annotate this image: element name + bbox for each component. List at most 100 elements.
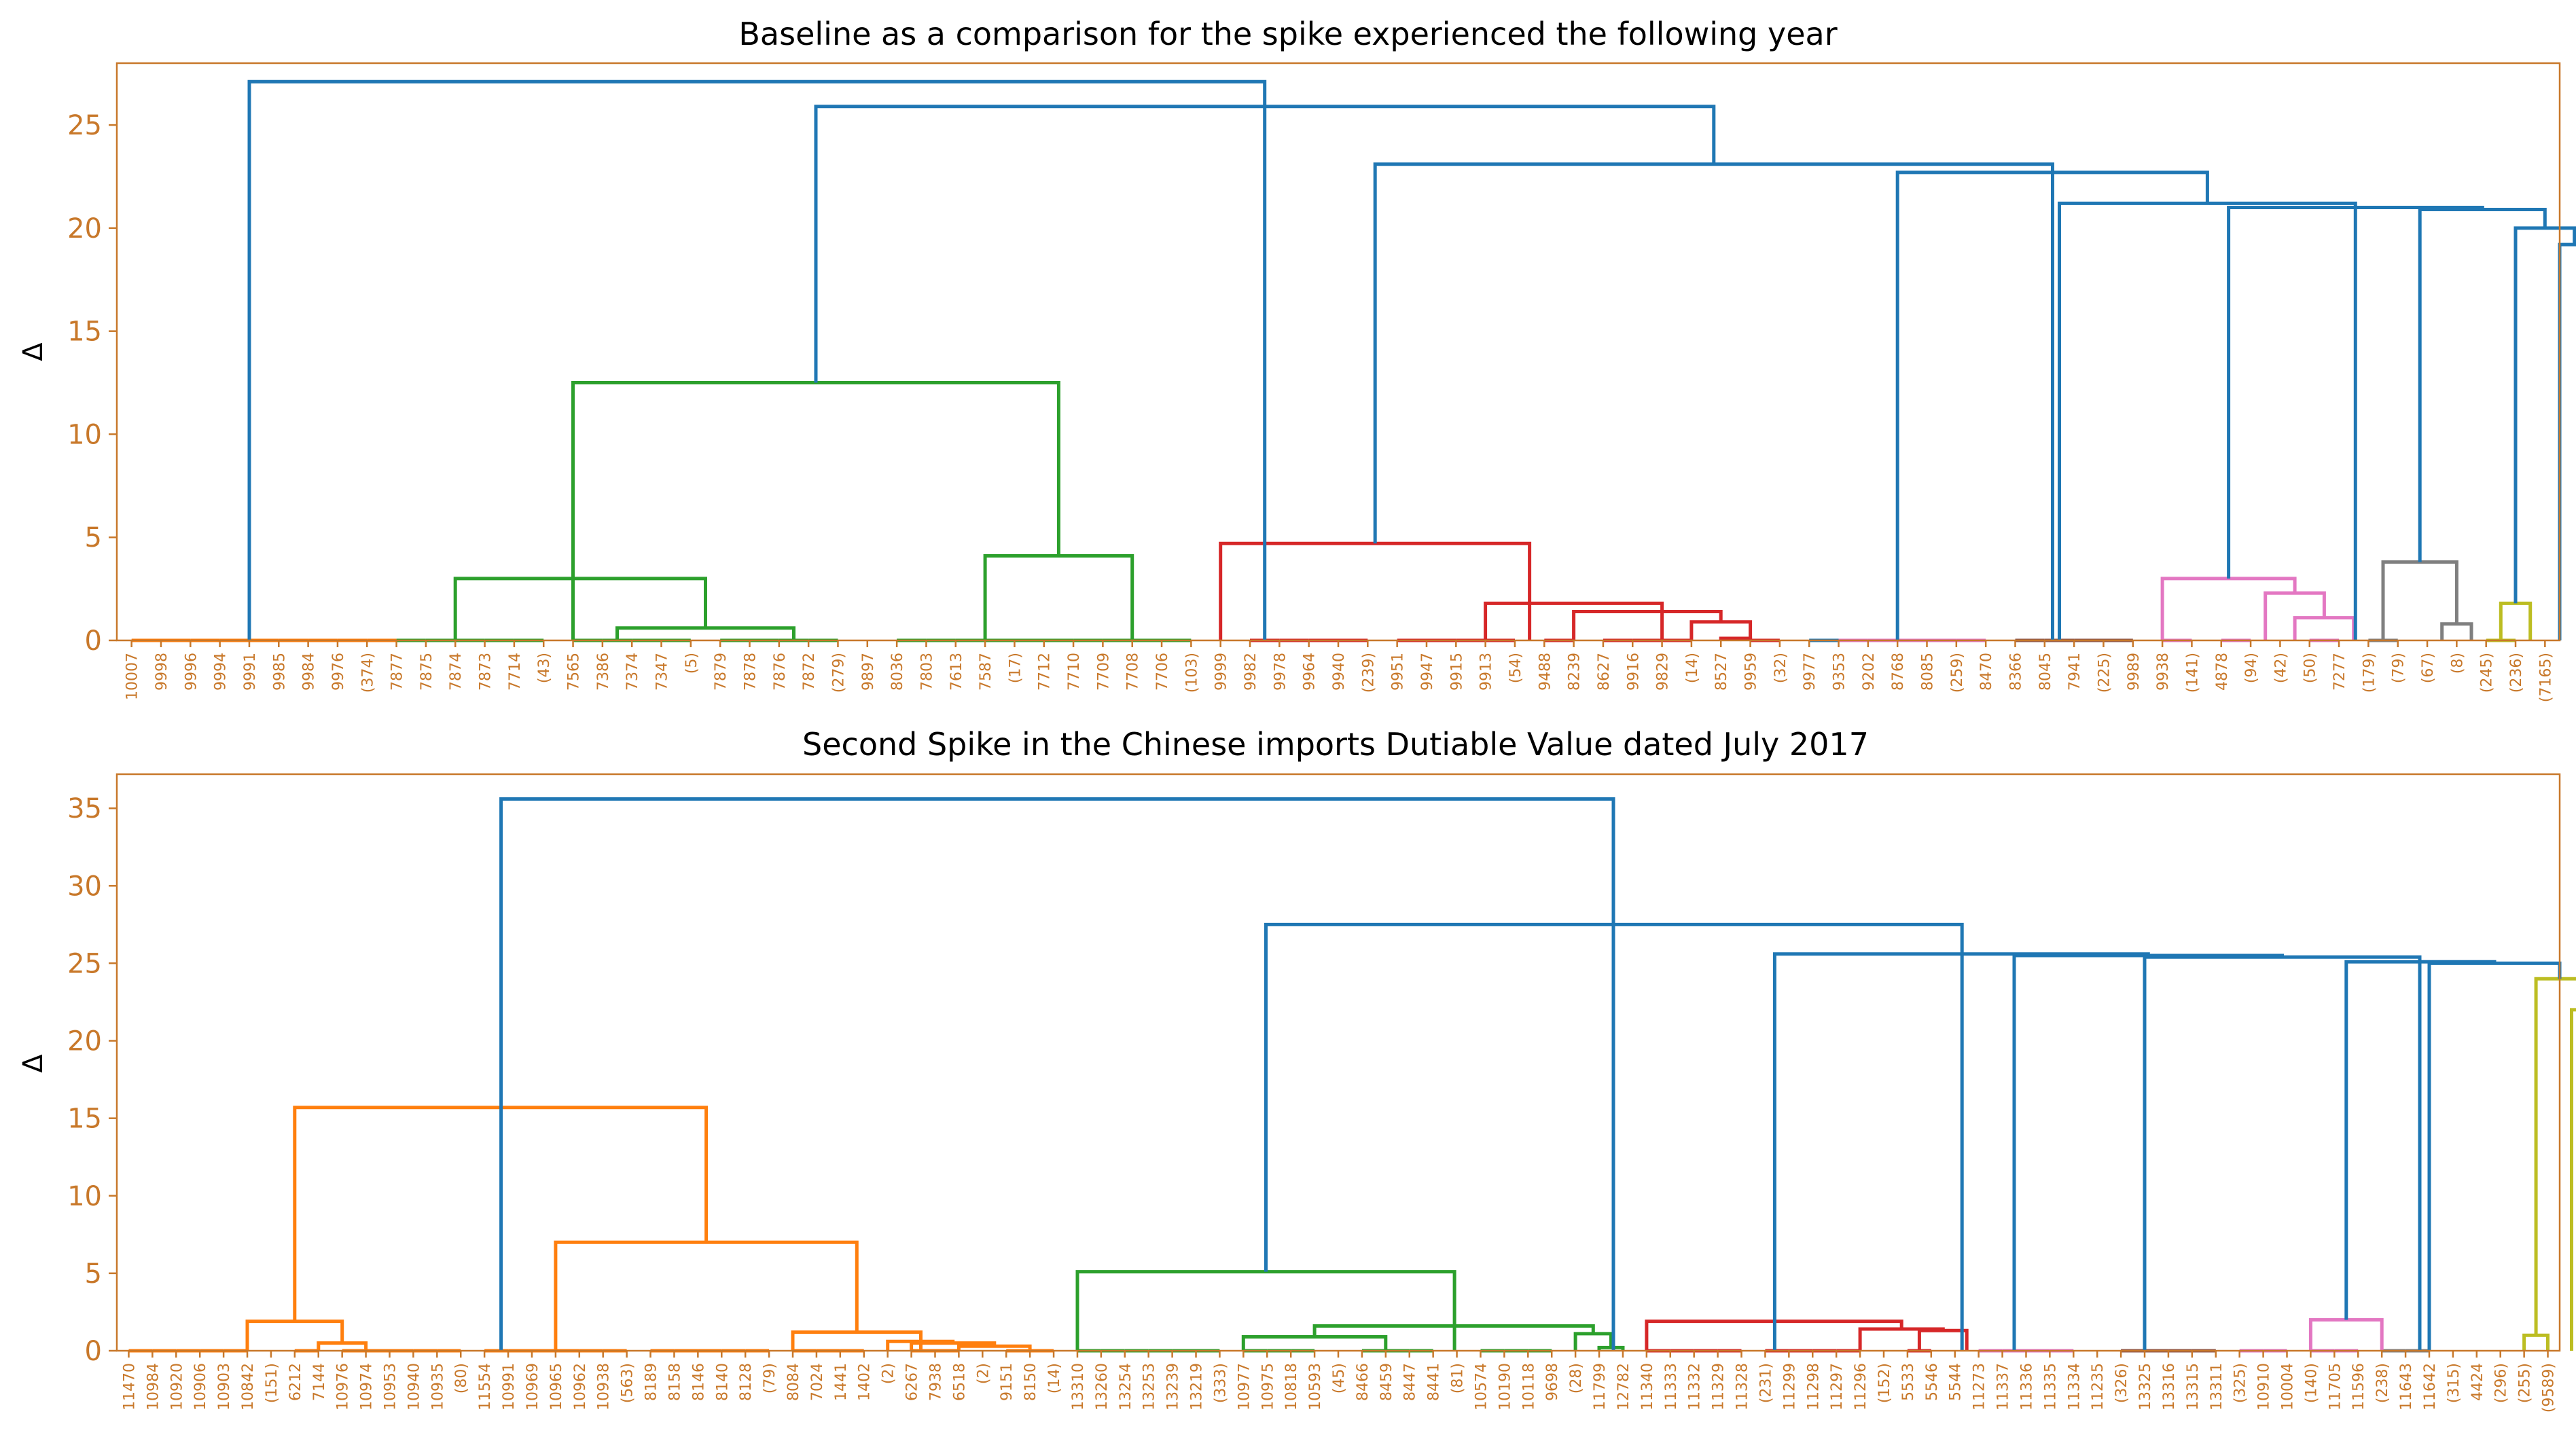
leaf-label: 10903 [216,1363,233,1411]
leaf-label: 10969 [524,1363,541,1411]
leaf-label: (7165) [2537,653,2554,702]
dendrogram-link [1917,1328,1969,1351]
leaf-label: 10977 [1236,1363,1253,1411]
y-ticks-bottom: 0 5 10 15 20 25 30 35 [67,793,117,1367]
y-ticks-top: 0 5 10 15 20 25 [67,110,117,657]
leaf-label: 7875 [418,653,435,691]
dendrogram-link [2440,622,2473,640]
leaf-label: 10974 [359,1363,376,1411]
dendrogram-link [453,577,707,640]
leaf-label: 7024 [809,1363,826,1401]
leaf-label: (54) [1507,653,1524,683]
leaf-label: 10965 [548,1363,565,1411]
leaf-label: 7712 [1037,653,1054,691]
leaf-label: 8239 [1567,653,1584,691]
leaf-label: 11329 [1711,1363,1728,1411]
leaf-label: 13239 [1165,1363,1182,1411]
leaf-label: 8150 [1022,1363,1039,1401]
leaf-label: (8) [2449,653,2466,674]
leaf-label: (152) [1876,1363,1893,1403]
y-tick-label: 5 [85,522,102,553]
leaf-label: (326) [2113,1363,2130,1403]
leaf-label: 11235 [2090,1363,2107,1411]
dendrogram-link [2418,208,2547,562]
leaf-label: (14) [1046,1363,1063,1394]
leaf-label: 8459 [1378,1363,1395,1401]
y-axis-label-bottom: Δ [18,1054,49,1073]
dendrogram-link [615,626,795,640]
y-tick-label: 30 [67,871,102,902]
leaf-label: 10975 [1259,1363,1276,1411]
leaf-label: 9947 [1419,653,1436,691]
leaf-label: 5544 [1948,1363,1965,1401]
leaf-label: 9916 [1625,653,1642,691]
leaf-label: 9976 [330,653,347,691]
leaf-label: 7938 [928,1363,945,1401]
leaf-label: (42) [2272,653,2289,683]
leaf-label: 7144 [311,1363,328,1401]
dendrogram-links-bottom [128,797,2576,1353]
dendrogram-link [2427,961,2562,1351]
leaf-label: 8447 [1402,1363,1419,1401]
y-tick-label: 15 [67,316,102,348]
leaf-label: 11299 [1781,1363,1798,1411]
leaf-label: 11328 [1734,1363,1751,1411]
leaf-label: 10991 [501,1363,518,1411]
leaf-label: 10906 [192,1363,209,1411]
leaf-label: (236) [2508,653,2525,693]
leaf-label: 11333 [1663,1363,1680,1411]
dendrogram-link [1241,1335,1388,1351]
dendrogram-link [983,554,1134,640]
dendrogram-link [2143,955,2422,1351]
dendrogram-link [2293,616,2356,640]
leaf-label: 7803 [918,653,935,691]
leaf-label: 8084 [785,1363,802,1401]
leaf-label: (231) [1757,1363,1774,1403]
leaf-label: (141) [2184,653,2201,693]
leaf-label: 9202 [1861,653,1878,691]
leaf-label: (239) [1360,653,1377,693]
leaf-label: (325) [2232,1363,2249,1403]
leaf-label: (151) [264,1363,281,1403]
leaf-label: 6212 [287,1363,304,1401]
leaf-label: 4878 [2214,653,2231,691]
leaf-label: 9991 [242,653,259,691]
leaf-label: 9984 [301,653,318,691]
leaf-label: 8466 [1355,1363,1372,1401]
y-axis-label-top: Δ [18,342,49,361]
dendrogram-link [2570,1008,2576,1351]
leaf-label: 10118 [1520,1363,1537,1411]
leaf-label: 7708 [1125,653,1142,691]
chart-title-bottom: Second Spike in the Chinese imports Duti… [802,726,1869,763]
leaf-label: 11340 [1639,1363,1656,1411]
dendrogram-link [499,797,1615,1351]
leaf-labels-top: 10007 9998 9996 9994 9991 9985 9984 9976 (374) 78… [124,640,2554,702]
y-tick-label: 5 [85,1258,102,1290]
leaf-label: (255) [2517,1363,2534,1403]
leaf-label: 9978 [1272,653,1289,691]
leaf-label: (79) [762,1363,779,1394]
dendrogram-link [1572,610,1723,640]
leaf-label: 9999 [1213,653,1230,691]
leaf-label: 9915 [1448,653,1465,691]
leaf-label: 13260 [1094,1363,1111,1411]
leaf-label: 10842 [240,1363,257,1411]
leaf-label: (94) [2243,653,2260,683]
dendrogram-link [2012,953,2284,1351]
leaf-label: (28) [1568,1363,1585,1394]
leaf-label: (103) [1183,653,1200,693]
leaf-label: 10007 [124,653,141,700]
dendrogram-link [1219,541,1532,640]
leaf-label: 11296 [1853,1363,1870,1411]
dendrogram-link [2522,1333,2550,1351]
leaf-label: 10962 [572,1363,589,1411]
leaf-label: 9985 [271,653,288,691]
leaf-label: 7714 [507,653,524,691]
leaf-label: 11596 [2350,1363,2367,1411]
leaf-label: 9998 [154,653,171,691]
leaf-label: 8036 [889,653,906,691]
dendrogram-link [2381,560,2458,640]
leaf-label: 8470 [1978,653,1995,691]
leaf-label: (45) [1331,1363,1348,1394]
leaf-label: 10920 [168,1363,185,1411]
